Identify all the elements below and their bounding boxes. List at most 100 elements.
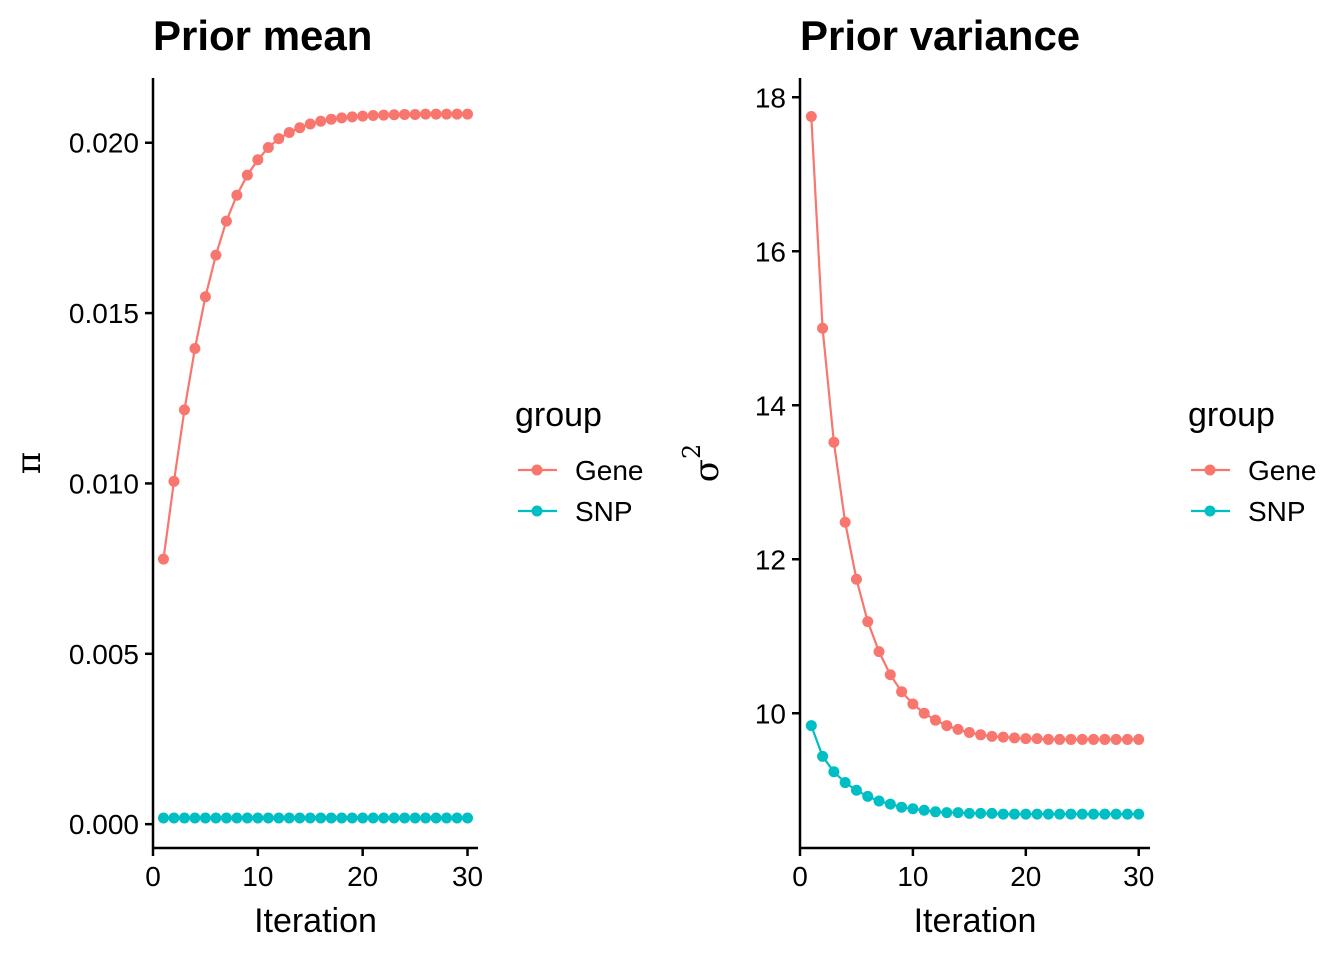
y-tick-label: 0.020 — [69, 128, 139, 159]
data-point — [896, 686, 908, 698]
y-tick-label: 14 — [755, 390, 786, 421]
data-point — [336, 112, 348, 124]
data-point — [399, 812, 411, 824]
data-point — [262, 142, 274, 154]
data-point — [1031, 808, 1043, 820]
data-point — [451, 812, 463, 824]
data-point — [294, 122, 306, 134]
data-point — [273, 812, 285, 824]
y-tick-label: 0.005 — [69, 639, 139, 670]
data-point — [1065, 808, 1077, 820]
data-point — [975, 807, 987, 819]
data-point — [1020, 733, 1032, 745]
data-point — [997, 808, 1009, 820]
data-point — [1042, 733, 1054, 745]
chart-title: Prior variance — [800, 12, 1080, 59]
data-point — [873, 646, 885, 658]
x-tick-label: 10 — [242, 861, 273, 892]
data-point — [294, 812, 306, 824]
data-point — [430, 812, 442, 824]
data-point — [1088, 733, 1100, 745]
chart-panel-1: Prior variance 10 12 14 16 18 0 10 20 30 Iteration… — [678, 12, 1317, 940]
data-point — [907, 698, 919, 710]
y-tick-label: 16 — [755, 236, 786, 267]
data-point — [220, 812, 232, 824]
data-point — [896, 801, 908, 813]
data-point — [828, 436, 840, 448]
legend-title: group — [515, 396, 602, 434]
chart-panel-0: Prior mean 0.000 0.005 0.010 0.015 0.020 0 10 20… — [9, 12, 644, 940]
x-tick-label: 0 — [145, 861, 161, 892]
x-tick-label: 30 — [1123, 861, 1154, 892]
data-point — [1020, 808, 1032, 820]
data-point — [884, 669, 896, 681]
data-point — [941, 807, 953, 819]
series-line-gene — [810, 116, 1139, 741]
data-point — [220, 215, 232, 227]
data-point — [1133, 808, 1145, 820]
data-point — [941, 720, 953, 732]
data-point — [441, 812, 453, 824]
data-point — [252, 812, 264, 824]
data-point — [1110, 733, 1122, 745]
data-point — [430, 108, 442, 120]
data-point — [952, 807, 964, 819]
data-point — [357, 812, 369, 824]
data-point — [346, 111, 358, 123]
data-point — [907, 803, 919, 815]
data-point — [168, 475, 180, 487]
series-gene — [157, 108, 474, 565]
legend-title: group — [1188, 396, 1275, 434]
chart-title: Prior mean — [153, 12, 372, 59]
data-point — [189, 812, 201, 824]
data-point — [378, 109, 390, 121]
data-point — [378, 812, 390, 824]
data-point — [462, 812, 474, 824]
data-point — [451, 108, 463, 120]
data-point — [1088, 808, 1100, 820]
legend-key-point-gene — [1204, 464, 1216, 476]
legend-key-point-snp — [1204, 505, 1216, 517]
legend: group Gene SNP — [1188, 396, 1317, 527]
data-point — [210, 249, 222, 261]
x-tick-label: 20 — [347, 861, 378, 892]
x-axis-title: Iteration — [254, 902, 377, 940]
data-point — [805, 720, 817, 732]
data-point — [986, 730, 998, 742]
data-point — [210, 812, 222, 824]
data-point — [241, 169, 253, 181]
x-tick-label: 30 — [452, 861, 483, 892]
data-point — [873, 795, 885, 807]
data-point — [1133, 733, 1145, 745]
data-point — [283, 127, 295, 139]
data-point — [273, 133, 285, 145]
data-point — [929, 714, 941, 726]
data-point — [178, 404, 190, 416]
data-point — [862, 616, 874, 628]
data-point — [1009, 808, 1021, 820]
data-point — [315, 812, 327, 824]
data-point — [420, 108, 432, 120]
data-point — [157, 553, 169, 565]
y-tick-label: 0.015 — [69, 298, 139, 329]
data-point — [850, 573, 862, 585]
data-point — [199, 291, 211, 303]
data-point — [325, 113, 337, 125]
data-point — [1076, 733, 1088, 745]
data-point — [388, 109, 400, 121]
data-point — [346, 812, 358, 824]
data-point — [252, 154, 264, 166]
y-tick-label: 18 — [755, 82, 786, 113]
series-snp — [157, 812, 474, 824]
data-point — [1042, 808, 1054, 820]
data-point — [409, 812, 421, 824]
y-tick-label: 0.010 — [69, 468, 139, 499]
x-axis-title: Iteration — [914, 902, 1037, 940]
data-point — [367, 109, 379, 121]
data-point — [1054, 733, 1066, 745]
series-line-gene — [162, 113, 468, 560]
x-tick-label: 0 — [792, 861, 808, 892]
data-point — [839, 516, 851, 528]
data-point — [357, 110, 369, 122]
data-point — [918, 804, 930, 816]
